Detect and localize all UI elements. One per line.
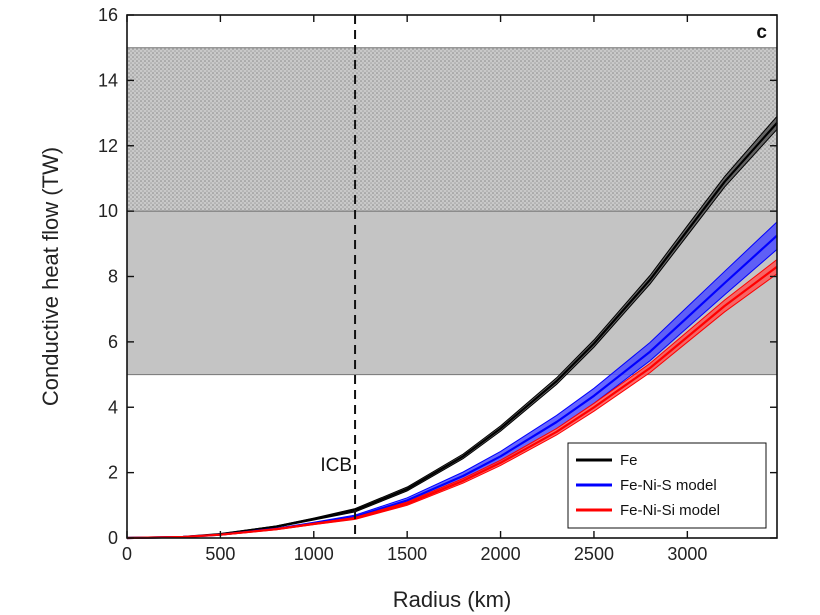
y-tick-label: 12 — [98, 136, 118, 156]
x-tick-label: 1500 — [387, 544, 427, 564]
icb-label: ICB — [320, 455, 352, 476]
x-axis-title: Radius (km) — [393, 587, 512, 612]
background-bands — [127, 47, 777, 376]
legend: Fe Fe-Ni-S model Fe-Ni-Si model — [567, 442, 767, 529]
series-line-0 — [126, 122, 778, 540]
legend-label-2: Fe-Ni-Si model — [620, 502, 720, 519]
panel-label: c — [756, 22, 767, 43]
x-tick-label: 1000 — [294, 544, 334, 564]
y-axis-title: Conductive heat flow (TW) — [38, 147, 63, 406]
x-tick-label: 3000 — [667, 544, 707, 564]
y-tick-label: 10 — [98, 201, 118, 221]
legend-label-1: Fe-Ni-S model — [620, 477, 717, 494]
x-tick-label: 2000 — [481, 544, 521, 564]
y-tick-label: 0 — [108, 528, 118, 548]
axes: 0 500 1000 1500 2000 2500 3000 0 2 4 6 8 10 12 14 16 — [98, 5, 778, 564]
y-tick-label: 16 — [98, 5, 118, 25]
x-tick-label: 500 — [205, 544, 235, 564]
y-tick-label: 2 — [108, 463, 118, 483]
band-1 — [127, 47, 777, 212]
icb-marker: ICB — [320, 15, 357, 538]
y-tick-label: 14 — [98, 70, 118, 90]
series-line-2 — [126, 265, 778, 540]
y-tick-label: 4 — [108, 397, 118, 417]
x-tick-label: 2500 — [574, 544, 614, 564]
legend-label-0: Fe — [620, 452, 638, 469]
y-tick-label: 8 — [108, 267, 118, 287]
x-tick-label: 0 — [122, 544, 132, 564]
y-tick-label: 6 — [108, 332, 118, 352]
